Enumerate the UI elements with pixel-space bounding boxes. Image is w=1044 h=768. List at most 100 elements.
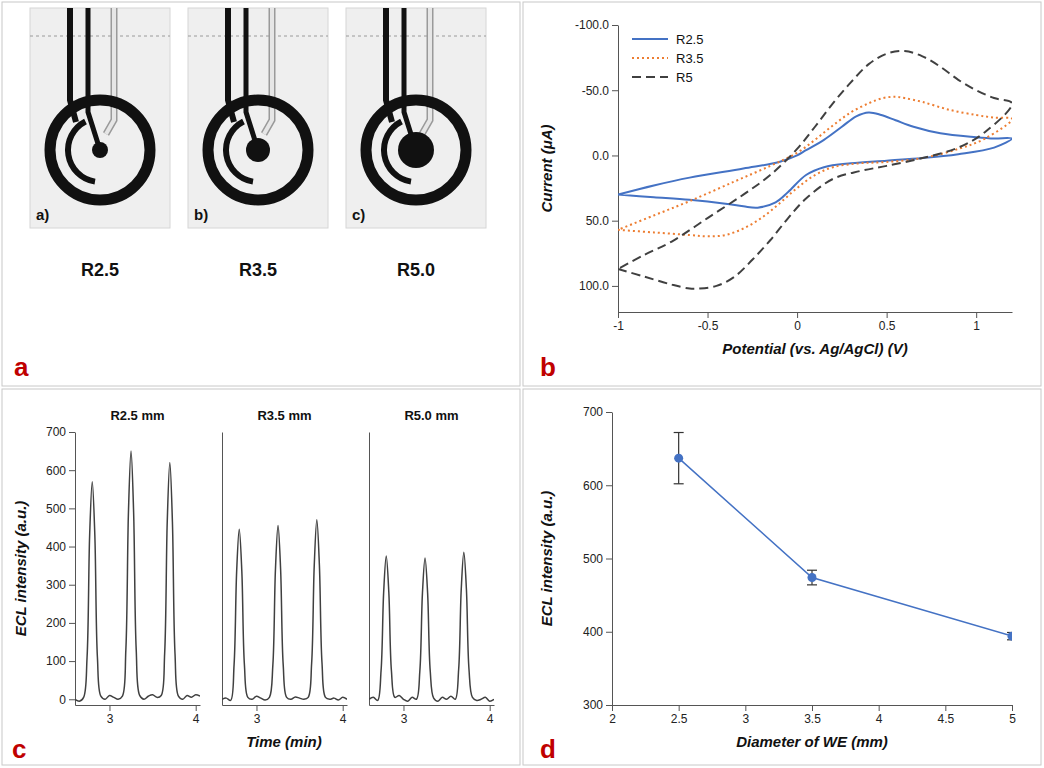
- tick: 200: [46, 616, 75, 630]
- tick-mark: [69, 661, 75, 662]
- tick-mark: [69, 432, 75, 433]
- working-lead: [404, 8, 416, 150]
- x-axis: -1-0.500.51: [613, 312, 1012, 333]
- tick: 100: [46, 654, 75, 668]
- y-axis: 300400500600700: [583, 405, 613, 712]
- panel-frame: [523, 2, 1041, 386]
- tick: 0.0: [592, 149, 618, 163]
- photo-label: R5.0: [397, 260, 435, 280]
- tick: 4: [876, 705, 883, 726]
- error-bar: [807, 570, 817, 585]
- tick-label: 4: [340, 712, 347, 726]
- tick-mark: [606, 632, 612, 633]
- tick: 4: [340, 705, 347, 726]
- error-bar-cap: [807, 584, 817, 585]
- plot-area: [618, 51, 1012, 289]
- tick-label: 3.5: [804, 712, 821, 726]
- tick: 400: [583, 625, 612, 639]
- tick-label: 2: [609, 712, 616, 726]
- x-axis-title: Diameter of WE (mm): [736, 733, 888, 750]
- tick-label: 50.0: [586, 214, 610, 228]
- working-lead: [246, 8, 258, 150]
- tick-mark: [708, 312, 709, 318]
- tick-mark: [612, 25, 618, 26]
- tick-mark: [69, 699, 75, 700]
- tick-mark: [69, 470, 75, 471]
- data-line: [75, 451, 200, 701]
- data-line: [618, 97, 1012, 237]
- subplot-title: R2.5 mm: [110, 408, 164, 423]
- error-bar: [674, 433, 684, 484]
- y-axis: 0100200300400500600700: [46, 425, 76, 706]
- outer-ring: [208, 100, 308, 200]
- tick: 100.0: [579, 279, 618, 293]
- legend-swatch: [632, 76, 668, 78]
- tick-mark: [976, 312, 977, 318]
- tick: 500: [583, 552, 612, 566]
- plot-area: [369, 552, 494, 701]
- tick: 3: [401, 705, 408, 726]
- reference-lead: [422, 8, 430, 134]
- y-axis-line: [222, 433, 223, 706]
- tick-label: -1: [613, 319, 624, 333]
- tick-label: 3: [401, 712, 408, 726]
- electrode-photo: c): [346, 8, 486, 228]
- tick: 0: [59, 693, 75, 707]
- x-axis-title: Potential (vs. Ag/AgCl) (V): [722, 340, 907, 357]
- tick-label: 600: [583, 479, 603, 493]
- panel-frame: [2, 389, 520, 765]
- y-axis-title: Current (μA): [538, 124, 555, 212]
- photo-background: [346, 8, 486, 228]
- reference-lead: [264, 8, 272, 134]
- x-axis: 34: [76, 705, 201, 726]
- legend-label: R5: [676, 70, 693, 85]
- tick: 50.0: [586, 214, 618, 228]
- panel-letter: c: [12, 734, 26, 764]
- tick-mark: [612, 221, 618, 222]
- tick-mark: [196, 705, 197, 711]
- reference-lead-fill: [422, 8, 430, 134]
- data-line: [222, 520, 347, 701]
- plot-area: [75, 451, 200, 701]
- tick-label: 100: [46, 654, 66, 668]
- photo-edge: [30, 36, 170, 37]
- data-point: [674, 454, 683, 463]
- tick: 4: [193, 705, 200, 726]
- subplot-title: R5.0 mm: [404, 408, 458, 423]
- tick-label: 3: [742, 712, 749, 726]
- panel-letter: d: [540, 734, 556, 764]
- y-axis-line: [369, 433, 370, 706]
- photo-edge: [346, 36, 486, 37]
- tick-label: -50.0: [582, 84, 610, 98]
- tick-mark: [606, 705, 612, 706]
- tick-mark: [945, 705, 946, 711]
- tick-label: 200: [46, 616, 66, 630]
- reference-lead-fill: [264, 8, 272, 134]
- photo-letter: c): [352, 206, 365, 223]
- tick-label: 2.5: [671, 712, 688, 726]
- tick-mark: [606, 412, 612, 413]
- tick-mark: [618, 312, 619, 318]
- data-line: [369, 552, 494, 701]
- plot-area: [222, 520, 347, 701]
- error-bar-cap: [674, 432, 684, 433]
- tick: 2: [609, 705, 616, 726]
- data-line: [618, 51, 1012, 289]
- tick: 4.5: [937, 705, 954, 726]
- photo-background: [188, 8, 328, 228]
- reference-lead-fill: [106, 8, 114, 134]
- tick: 1: [973, 312, 980, 333]
- tick: 300: [46, 578, 75, 592]
- tick-label: 500: [583, 552, 603, 566]
- tick: 5: [1009, 705, 1016, 726]
- tick-label: 600: [46, 464, 66, 478]
- plot-area: [674, 433, 1012, 641]
- photo-background: [30, 8, 170, 228]
- y-axis-line: [75, 433, 76, 706]
- tick: 3: [742, 705, 749, 726]
- tick-mark: [606, 485, 612, 486]
- working-electrode: [246, 138, 270, 162]
- tick-label: 700: [46, 425, 66, 439]
- figure: a)R2.5b)R3.5c)R5.0a-1-0.500.51-100.0-50.…: [0, 0, 1044, 768]
- tick-label: 3: [107, 712, 114, 726]
